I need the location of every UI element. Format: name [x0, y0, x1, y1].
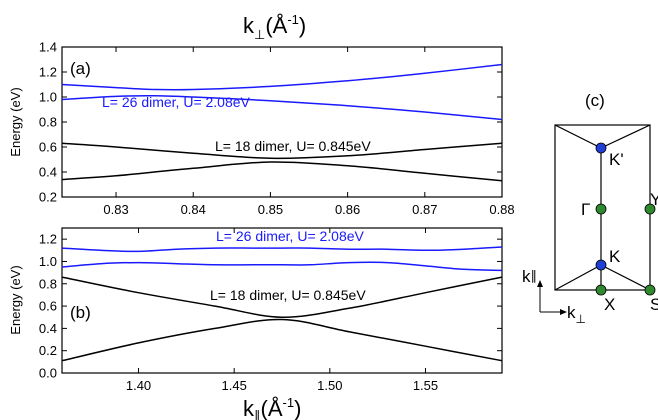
panel-b-series-blue-0 [61, 246, 503, 253]
panel-b-frame [61, 227, 503, 374]
panel-a-series [61, 63, 503, 182]
panel-a-x-tick-label: 0.88 [489, 202, 514, 217]
panel-b-y-tick-label: 0.8 [39, 276, 57, 291]
panel-a-x-tick-label: 0.86 [335, 202, 360, 217]
panel-b-x-tick-label: 1.45 [222, 378, 247, 393]
bottom-axis-title: k∥(Å-1) [243, 395, 301, 420]
bz-point-k [595, 259, 607, 271]
panel-a-y-tick-label: 0.2 [39, 190, 57, 205]
bz-label-y: Y [650, 190, 658, 209]
panel-a-x-ticks: 0.83 0.84 0.85 0.86 0.87 0.88 [103, 47, 515, 217]
bz-label-k: K [609, 247, 621, 266]
panel-b-y-tick-label: 0.2 [39, 343, 57, 358]
bz-arrow-k-par-head [537, 280, 543, 287]
panel-b-x-tick-label: 1.55 [413, 378, 438, 393]
panel-b-series-black-3 [61, 318, 503, 362]
bz-label-k-prime: K' [609, 150, 624, 169]
panel-b-series-black-2 [61, 276, 503, 318]
panel-a-y-ticks: 0.2 0.4 0.6 0.8 1.0 1.2 1.4 [39, 40, 502, 205]
panel-b-label: (b) [70, 303, 91, 322]
panel-a-chart: (a) Energy (eV) 0.83 0.84 0.85 0.86 0.87 0.88… [8, 40, 515, 218]
panel-a-series-blue-1 [61, 94, 503, 121]
bz-label-x: X [604, 295, 615, 314]
bz-point-y [644, 203, 656, 215]
panel-c-label: (c) [585, 91, 605, 110]
bz-point-x [595, 284, 607, 296]
bz-diag-bottom-left [554, 264, 602, 291]
bz-arrow-k-perp-head [560, 309, 567, 315]
panel-b-y-ticks: 0.0 0.2 0.4 0.6 0.8 1.0 1.2 [39, 232, 502, 381]
bz-diag-bottom-right [600, 264, 651, 291]
brillouin-zone-diagram: (c) K' Γ Y K X S k∥ k⊥ [522, 91, 658, 326]
panel-a-ylabel: Energy (eV) [8, 87, 23, 156]
top-axis-title: k⊥(Å-1) [243, 12, 306, 42]
panel-b-x-tick-label: 1.40 [126, 378, 151, 393]
panel-a-y-tick-label: 0.8 [39, 115, 57, 130]
panel-b-y-tick-label: 0.4 [39, 321, 57, 336]
bz-diag-top-right [600, 124, 651, 149]
bz-axis-label-k-par: k∥ [522, 267, 537, 286]
panel-a-annotation-L18: L= 18 dimer, U= 0.845eV [215, 138, 371, 154]
panel-a-series-black-2 [61, 142, 503, 160]
bz-axis-label-k-perp: k⊥ [567, 303, 586, 326]
panel-a-x-tick-label: 0.84 [181, 202, 206, 217]
panel-b-chart: (b) Energy (eV) 1.40 1.45 1.50 1.55 0.00.20… [8, 227, 503, 393]
panel-a-label: (a) [70, 59, 91, 78]
bz-point-s [644, 284, 656, 296]
bz-label-gamma: Γ [581, 200, 590, 219]
panel-b-series [61, 246, 503, 362]
panel-a-x-tick-label: 0.87 [412, 202, 437, 217]
panel-b-annotation-L26: L= 26 dimer, U= 2.08eV [216, 228, 365, 244]
panel-a-series-black-3 [61, 161, 503, 182]
panel-a-y-tick-label: 0.4 [39, 165, 57, 180]
bz-diag-top-left [554, 124, 602, 149]
panel-a-y-tick-label: 1.4 [39, 40, 57, 55]
panel-a-x-tick-label: 0.85 [258, 202, 283, 217]
bz-point-k-prime [595, 142, 607, 154]
panel-b-series-blue-1 [61, 261, 503, 272]
panel-b-y-tick-label: 0.6 [39, 299, 57, 314]
panel-a-annotation-L26: L= 26 dimer, U= 2.08eV [102, 94, 251, 110]
panel-b-ylabel: Energy (eV) [8, 265, 23, 334]
panel-b-annotation-L18: L= 18 dimer, U= 0.845eV [210, 287, 366, 303]
panel-b-y-tick-label: 1.0 [39, 254, 57, 269]
panel-b-y-tick-label: 1.2 [39, 232, 57, 247]
panel-b-x-ticks: 1.40 1.45 1.50 1.55 [126, 228, 438, 393]
panel-a-series-blue-0 [61, 63, 503, 91]
panel-a-x-tick-label: 0.83 [103, 202, 128, 217]
panel-b-y-tick-label: 0.0 [39, 366, 57, 381]
panel-a-y-tick-label: 1.2 [39, 65, 57, 80]
bz-point-gamma [595, 203, 607, 215]
panel-a-y-tick-label: 0.6 [39, 140, 57, 155]
bz-label-s: S [650, 295, 658, 314]
panel-b-x-tick-label: 1.50 [317, 378, 342, 393]
panel-a-y-tick-label: 1.0 [39, 90, 57, 105]
